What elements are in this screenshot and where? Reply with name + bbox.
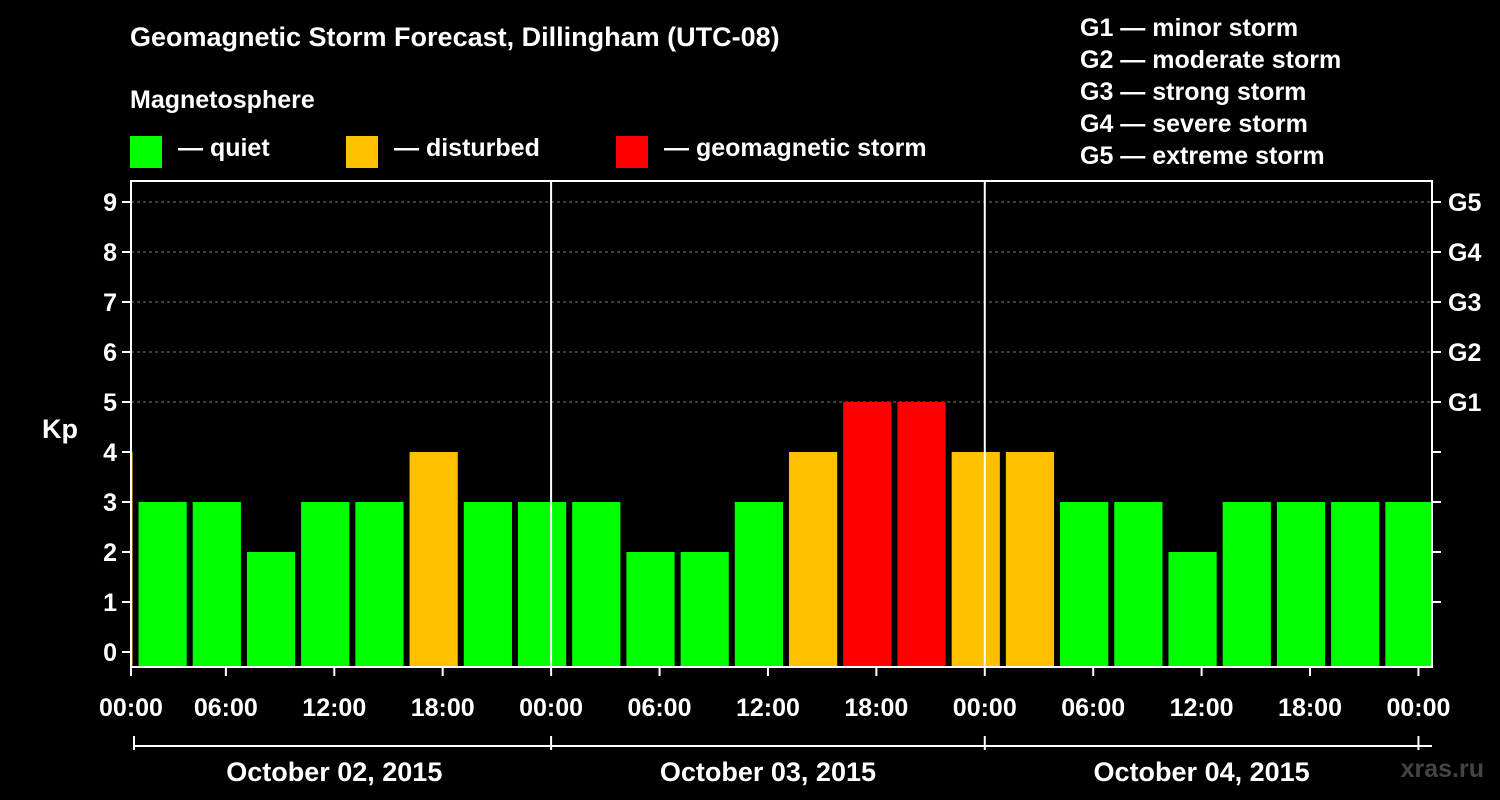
g-level-label: G5	[1448, 189, 1481, 217]
x-tick-label: 12:00	[1170, 694, 1234, 722]
kp-bar-quiet	[192, 502, 241, 667]
g-level-label: G3	[1448, 289, 1481, 317]
y-tick-label: 6	[103, 339, 117, 367]
kp-bar-disturbed	[951, 452, 1000, 667]
y-axis-label: Kp	[42, 414, 78, 444]
legend-label-disturbed: — disturbed	[394, 134, 540, 162]
x-tick-label: 06:00	[628, 694, 692, 722]
chart-title: Geomagnetic Storm Forecast, Dillingham (…	[130, 22, 780, 52]
g-scale-item: G4 — severe storm	[1080, 110, 1308, 138]
kp-bar-quiet	[355, 502, 404, 667]
g-level-label: G1	[1448, 389, 1481, 417]
x-tick-label: 12:00	[736, 694, 800, 722]
g-scale-item: G5 — extreme storm	[1080, 142, 1325, 170]
x-tick-label: 06:00	[1061, 694, 1125, 722]
kp-bar-disturbed	[789, 452, 838, 667]
kp-bar-storm	[843, 402, 892, 667]
y-tick-label: 3	[103, 489, 117, 517]
kp-bar-quiet	[1060, 502, 1109, 667]
kp-bar-quiet	[1222, 502, 1271, 667]
x-tick-label: 00:00	[519, 694, 583, 722]
x-tick-label: 00:00	[99, 694, 163, 722]
kp-bar-quiet	[1385, 502, 1432, 667]
kp-bar-quiet	[138, 502, 187, 667]
x-tick-label: 18:00	[844, 694, 908, 722]
legend-label-quiet: — quiet	[178, 134, 270, 162]
x-tick-label: 00:00	[953, 694, 1017, 722]
day-label: October 02, 2015	[226, 757, 442, 787]
plot-frame	[130, 180, 1433, 668]
y-tick-label: 0	[103, 639, 117, 667]
legend-label-storm: — geomagnetic storm	[664, 134, 927, 162]
g-scale-item: G1 — minor storm	[1080, 14, 1299, 42]
y-tick-label: 4	[103, 439, 117, 467]
kp-bar-quiet	[246, 552, 296, 667]
day-label: October 03, 2015	[660, 757, 876, 787]
kp-bar-quiet	[1276, 502, 1326, 667]
g-level-label: G4	[1448, 239, 1481, 267]
kp-bar-quiet	[463, 502, 512, 667]
kp-bar-quiet	[734, 502, 784, 667]
x-tick-label: 06:00	[194, 694, 258, 722]
bars-group	[131, 402, 1432, 667]
x-tick-label: 12:00	[302, 694, 366, 722]
legend-swatch-quiet	[130, 136, 162, 168]
y-tick-label: 8	[103, 239, 117, 267]
legend-swatch-disturbed	[346, 136, 378, 168]
g-scale-item: G3 — strong storm	[1080, 78, 1307, 106]
g-scale-item: G2 — moderate storm	[1080, 46, 1342, 74]
kp-bar-storm	[897, 402, 946, 667]
y-tick-label: 1	[103, 589, 117, 617]
legend-swatch-storm	[616, 136, 648, 168]
day-label: October 04, 2015	[1094, 757, 1310, 787]
kp-bar-quiet	[680, 552, 729, 667]
y-tick-label: 2	[103, 539, 117, 567]
kp-bar-quiet	[517, 502, 567, 667]
kp-bar-disturbed	[1005, 452, 1055, 667]
y-tick-label: 9	[103, 189, 117, 217]
kp-bar-quiet	[1168, 552, 1217, 667]
g-level-label: G2	[1448, 339, 1481, 367]
watermark: xras.ru	[1400, 755, 1484, 783]
kp-bar-quiet	[301, 502, 350, 667]
x-tick-label: 18:00	[1278, 694, 1342, 722]
legend-heading: Magnetosphere	[130, 86, 315, 114]
kp-bar-disturbed	[409, 452, 458, 667]
y-tick-label: 7	[103, 289, 117, 317]
x-tick-label: 18:00	[411, 694, 475, 722]
kp-bar-quiet	[1114, 502, 1163, 667]
kp-bar-quiet	[572, 502, 621, 667]
y-tick-label: 5	[103, 389, 117, 417]
kp-bar-quiet	[626, 552, 675, 667]
kp-bar-quiet	[1331, 502, 1380, 667]
x-tick-label: 00:00	[1386, 694, 1450, 722]
